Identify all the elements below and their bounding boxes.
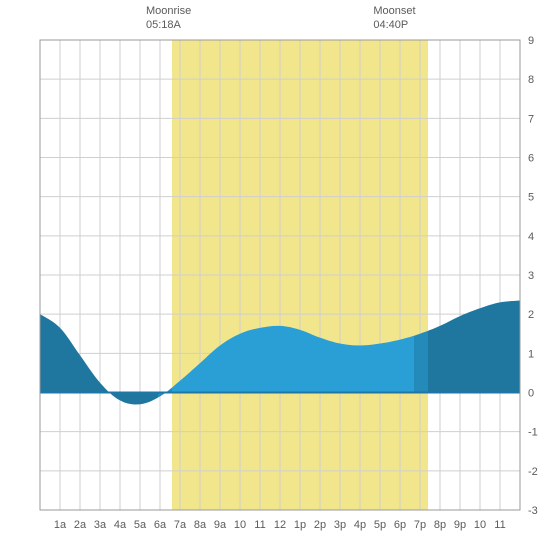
x-tick-label: 2p: [314, 519, 326, 531]
x-tick-label: 8p: [434, 519, 446, 531]
y-tick-label: 5: [528, 192, 534, 204]
x-tick-label: 7a: [174, 519, 187, 531]
x-tick-label: 3a: [94, 519, 107, 531]
x-tick-label: 3p: [334, 519, 346, 531]
x-tick-label: 2a: [74, 519, 87, 531]
y-tick-label: 3: [528, 270, 534, 282]
moonrise-time: 05:18A: [146, 19, 182, 31]
x-tick-label: 1p: [294, 519, 306, 531]
y-tick-label: 1: [528, 348, 534, 360]
x-tick-label: 7p: [414, 519, 426, 531]
tide-chart: -3-2-101234567891a2a3a4a5a6a7a8a9a101112…: [0, 0, 550, 550]
x-tick-label: 10: [234, 519, 246, 531]
x-tick-label: 5p: [374, 519, 386, 531]
y-tick-label: -1: [528, 427, 538, 439]
moonset-label: Moonset: [373, 5, 415, 17]
x-tick-label: 4a: [114, 519, 127, 531]
y-tick-label: -3: [528, 505, 538, 517]
x-tick-label: 6a: [154, 519, 167, 531]
x-tick-label: 6p: [394, 519, 406, 531]
y-tick-label: 4: [528, 231, 534, 243]
y-tick-label: 6: [528, 153, 534, 165]
y-tick-label: 8: [528, 74, 534, 86]
y-tick-label: 9: [528, 35, 534, 47]
x-tick-label: 8a: [194, 519, 207, 531]
x-tick-label: 12: [274, 519, 286, 531]
x-tick-label: 9p: [454, 519, 466, 531]
y-tick-label: 7: [528, 113, 534, 125]
x-tick-label: 5a: [134, 519, 147, 531]
y-tick-label: 2: [528, 309, 534, 321]
chart-svg: -3-2-101234567891a2a3a4a5a6a7a8a9a101112…: [0, 0, 550, 550]
moonset-time: 04:40P: [373, 19, 408, 31]
x-tick-label: 11: [254, 519, 265, 531]
moonrise-label: Moonrise: [146, 5, 191, 17]
x-tick-label: 9a: [214, 519, 227, 531]
y-tick-label: -2: [528, 466, 538, 478]
x-tick-label: 11: [494, 519, 505, 531]
x-tick-label: 4p: [354, 519, 366, 531]
x-tick-label: 1a: [54, 519, 67, 531]
y-tick-label: 0: [528, 388, 534, 400]
x-tick-label: 10: [474, 519, 486, 531]
